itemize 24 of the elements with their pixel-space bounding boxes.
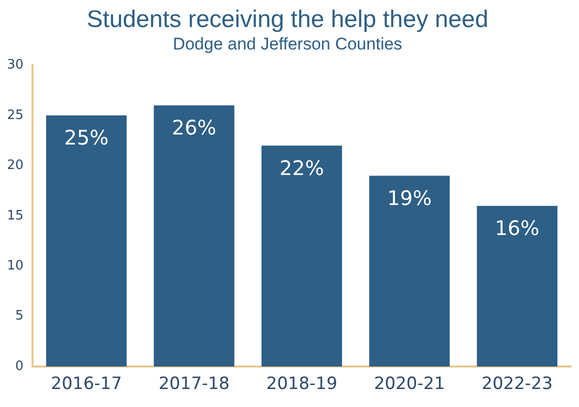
y-tick-label: 25: [6, 108, 24, 123]
x-tick-label: 2018-19: [266, 374, 338, 394]
x-tick-label: 2020-21: [374, 374, 445, 394]
bar: [46, 115, 127, 367]
data-label: 25%: [64, 126, 109, 150]
x-tick-label: 2016-17: [50, 374, 122, 394]
y-tick-label: 10: [6, 258, 24, 274]
data-label: 22%: [280, 156, 324, 180]
y-tick-label: 15: [6, 208, 24, 224]
data-label: 19%: [387, 186, 432, 210]
y-tick-label: 20: [6, 158, 24, 174]
chart-title: Students receiving the help they need: [86, 6, 488, 34]
y-tick-label: 5: [15, 308, 24, 324]
y-tick-label: 0: [15, 358, 24, 374]
x-tick-label: 2022-23: [482, 374, 553, 394]
bar: [476, 206, 558, 367]
data-label: 26%: [172, 116, 216, 140]
y-tick-label: 30: [6, 58, 24, 73]
bar: [369, 176, 450, 367]
chart-subtitle: Dodge and Jefferson Counties: [172, 34, 402, 54]
x-tick-label: 2017-18: [158, 374, 230, 394]
bar: [154, 105, 234, 367]
data-label: 16%: [494, 216, 540, 240]
bar: [261, 146, 342, 367]
